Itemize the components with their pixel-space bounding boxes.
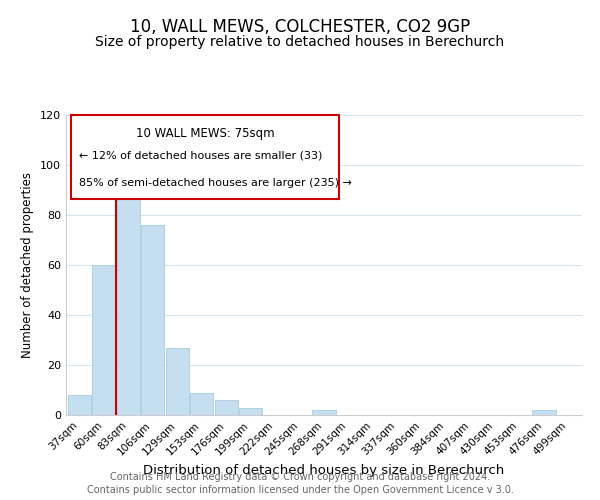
Text: Contains HM Land Registry data © Crown copyright and database right 2024.: Contains HM Land Registry data © Crown c… <box>110 472 490 482</box>
Text: ← 12% of detached houses are smaller (33): ← 12% of detached houses are smaller (33… <box>79 151 322 161</box>
Text: 85% of semi-detached houses are larger (235) →: 85% of semi-detached houses are larger (… <box>79 178 352 188</box>
Text: Size of property relative to detached houses in Berechurch: Size of property relative to detached ho… <box>95 35 505 49</box>
Text: Contains public sector information licensed under the Open Government Licence v : Contains public sector information licen… <box>86 485 514 495</box>
Bar <box>532 410 556 415</box>
Bar <box>117 190 140 415</box>
X-axis label: Distribution of detached houses by size in Berechurch: Distribution of detached houses by size … <box>143 464 505 476</box>
Bar <box>141 225 164 415</box>
Text: 10, WALL MEWS, COLCHESTER, CO2 9GP: 10, WALL MEWS, COLCHESTER, CO2 9GP <box>130 18 470 36</box>
Bar <box>239 408 262 415</box>
Bar <box>190 392 214 415</box>
Bar <box>215 400 238 415</box>
Text: 10 WALL MEWS: 75sqm: 10 WALL MEWS: 75sqm <box>136 127 275 140</box>
Y-axis label: Number of detached properties: Number of detached properties <box>22 172 34 358</box>
Bar <box>92 265 116 415</box>
Bar <box>313 410 335 415</box>
Bar <box>68 395 91 415</box>
FancyBboxPatch shape <box>71 115 340 199</box>
Bar <box>166 348 189 415</box>
